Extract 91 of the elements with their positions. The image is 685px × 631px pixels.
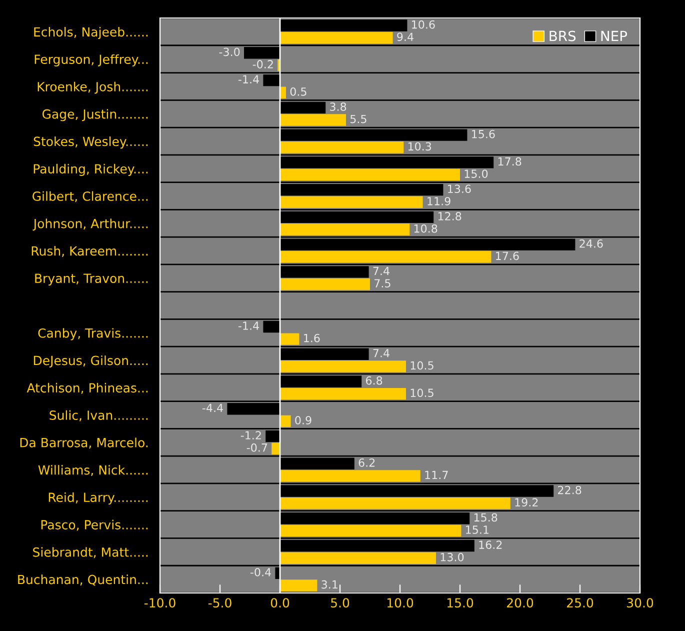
bar [280, 415, 291, 428]
data-label: 7.5 [374, 279, 390, 288]
data-label: 17.8 [498, 157, 522, 166]
data-label: 10.6 [412, 20, 435, 29]
data-label: -1.2 [240, 431, 261, 440]
y-tick-label: Gilbert, Clarence... [32, 191, 148, 202]
y-tick-label: Williams, Nick...... [38, 465, 148, 476]
x-tick-label: -5.0 [208, 598, 232, 608]
x-tick-label: 30.0 [627, 598, 654, 608]
data-label: 15.6 [472, 130, 495, 138]
bar [280, 470, 420, 482]
data-label: 5.5 [350, 114, 366, 124]
data-label: 24.6 [580, 239, 603, 248]
y-tick-label: Buchanan, Quentin... [18, 574, 148, 586]
data-label: 7.4 [373, 349, 390, 358]
data-label: 9.4 [397, 32, 414, 42]
x-tick-label: 5.0 [331, 598, 350, 608]
data-label: 13.0 [440, 552, 464, 562]
data-label: 10.8 [414, 224, 438, 233]
data-label: 6.2 [358, 458, 375, 467]
data-label: -4.4 [202, 404, 223, 412]
y-tick-label: Ferguson, Jeffrey... [34, 54, 148, 66]
bar [280, 20, 408, 32]
y-tick-label: Johnson, Arthur..... [32, 218, 148, 231]
data-label: 11.7 [425, 470, 448, 480]
legend-label: NEP [601, 30, 628, 42]
bar [280, 251, 492, 263]
x-tick-label: 0.0 [270, 598, 290, 608]
x-tick-label: -10.0 [144, 598, 176, 608]
data-label: -0.4 [250, 568, 271, 576]
data-label: 10.3 [408, 142, 432, 151]
bar [280, 552, 436, 564]
bar [280, 360, 406, 372]
data-label: -1.4 [238, 75, 259, 84]
y-tick-label: Pasco, Pervis....... [41, 520, 148, 531]
bar [280, 86, 286, 98]
data-label: 15.8 [474, 513, 498, 522]
bar [280, 142, 404, 154]
data-label: 11.9 [428, 196, 450, 206]
y-tick-label: Canby, Travis....... [38, 328, 148, 340]
data-label: 1.6 [304, 334, 320, 342]
data-label: 0.9 [295, 416, 312, 424]
data-label: 10.5 [410, 388, 434, 398]
x-tick-label: 25.0 [567, 598, 594, 608]
data-label: 3.1 [322, 580, 338, 589]
data-label: 15.1 [466, 526, 489, 534]
x-tick-label: 10.0 [387, 598, 414, 608]
y-tick-label: Echols, Najeeb...... [34, 26, 148, 40]
data-label: 7.4 [373, 266, 390, 276]
data-label: -0.2 [252, 60, 273, 68]
data-label: 10.5 [410, 361, 434, 370]
data-label: 17.6 [496, 252, 519, 260]
data-label: 6.8 [366, 376, 382, 385]
bar [272, 442, 280, 454]
bar [280, 114, 346, 126]
data-label: 15.0 [464, 170, 488, 178]
bar [280, 196, 423, 208]
bar [280, 32, 393, 44]
bar [280, 224, 410, 236]
data-label: 12.8 [438, 212, 462, 220]
y-tick-label: Gage, Justin........ [42, 109, 148, 122]
data-label: 16.2 [479, 540, 502, 549]
bar [280, 580, 318, 592]
bar [280, 333, 300, 345]
y-tick-label: Bryant, Travon...... [35, 274, 148, 286]
y-tick-label: Rush, Kareem........ [32, 246, 148, 257]
y-tick-label: Stokes, Wesley...... [34, 136, 148, 149]
bar [280, 524, 462, 537]
x-tick-label: 20.0 [507, 598, 534, 608]
y-tick-label: Kroenke, Josh....... [38, 82, 148, 94]
bar [280, 168, 460, 181]
y-tick-label: Sulic, Ivan......... [50, 410, 148, 422]
bar [280, 497, 510, 510]
legend-label: BRS [550, 30, 576, 42]
y-tick-label: Atchison, Phineas... [26, 382, 148, 394]
data-label: 13.6 [448, 184, 471, 194]
data-label: 3.8 [330, 102, 346, 111]
bar [280, 278, 370, 290]
y-tick-label: Da Barrosa, Marcelo. [20, 438, 148, 449]
data-label: -3.0 [219, 48, 240, 56]
y-tick-label: DeJesus, Gilson..... [34, 356, 148, 368]
bar [280, 388, 406, 400]
data-label: 22.8 [558, 486, 582, 494]
y-tick-label: Siebrandt, Matt..... [33, 547, 148, 558]
data-label: -1.4 [238, 322, 259, 330]
x-tick-label: 15.0 [447, 598, 474, 608]
data-label: -0.7 [246, 443, 268, 452]
y-tick-label: Reid, Larry......... [48, 492, 148, 505]
data-label: 0.5 [290, 87, 306, 96]
y-tick-label: Paulding, Rickey.... [34, 164, 148, 176]
data-label: 19.2 [515, 498, 538, 507]
